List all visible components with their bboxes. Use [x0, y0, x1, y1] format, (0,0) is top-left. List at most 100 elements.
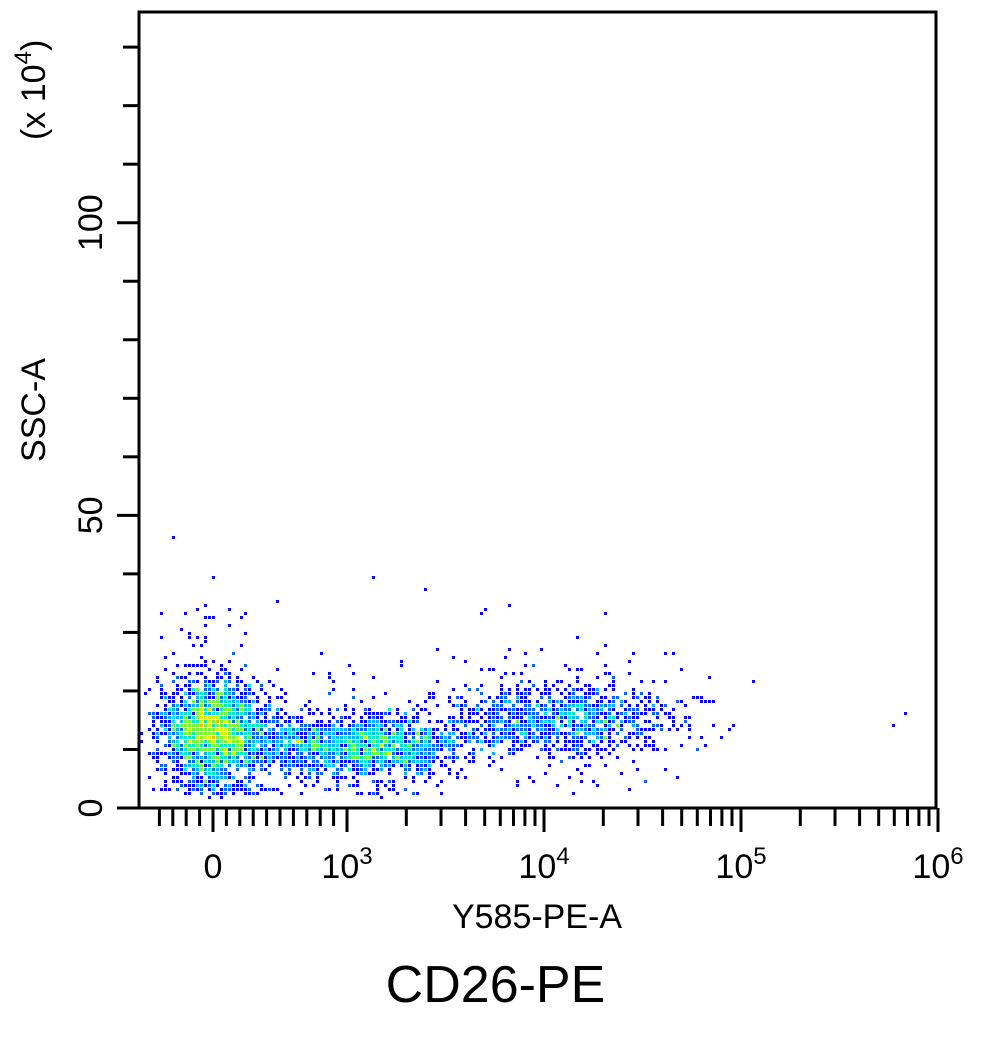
event-dot [200, 672, 203, 675]
event-dot [640, 732, 643, 735]
event-dot [680, 724, 683, 727]
event-dot [252, 732, 255, 735]
event-dot [248, 764, 251, 767]
event-dot [208, 616, 211, 619]
event-dot [392, 752, 395, 755]
event-dot [620, 772, 623, 775]
event-dot [368, 792, 371, 795]
event-dot [232, 792, 235, 795]
event-dot [592, 780, 595, 783]
event-dot [588, 696, 591, 699]
event-dot [256, 752, 259, 755]
event-dot [168, 716, 171, 719]
event-dot [508, 732, 511, 735]
event-dot [376, 744, 379, 747]
event-dot [548, 740, 551, 743]
event-dot [232, 732, 235, 735]
event-dot [644, 720, 647, 723]
event-dot [320, 724, 323, 727]
event-dot [260, 708, 263, 711]
event-dot [212, 732, 215, 735]
event-dot [420, 744, 423, 747]
event-dot [236, 724, 239, 727]
event-dot [520, 732, 523, 735]
event-dot [732, 724, 735, 727]
event-dot [640, 680, 643, 683]
event-dot [432, 752, 435, 755]
event-dot [252, 740, 255, 743]
event-dot [548, 716, 551, 719]
event-dot [504, 672, 507, 675]
event-dot [228, 776, 231, 779]
event-dot [548, 708, 551, 711]
event-dot [576, 752, 579, 755]
event-dot [416, 740, 419, 743]
event-dot [348, 724, 351, 727]
event-dot [432, 760, 435, 763]
event-dot [568, 692, 571, 695]
event-dot [348, 756, 351, 759]
event-dot [180, 696, 183, 699]
event-dot [296, 744, 299, 747]
event-dot [608, 700, 611, 703]
event-dot [244, 708, 247, 711]
event-dot [480, 748, 483, 751]
event-dot [376, 748, 379, 751]
event-dot [428, 776, 431, 779]
event-dot [608, 736, 611, 739]
event-dot [388, 772, 391, 775]
event-dot [572, 740, 575, 743]
event-dot [212, 728, 215, 731]
event-dot [316, 764, 319, 767]
event-dot [232, 728, 235, 731]
event-dot [336, 784, 339, 787]
event-dot [272, 740, 275, 743]
event-dot [240, 728, 243, 731]
event-dot [152, 720, 155, 723]
event-dot [420, 748, 423, 751]
event-dot [656, 724, 659, 727]
event-dot [376, 780, 379, 783]
event-dot [544, 728, 547, 731]
event-dot [156, 732, 159, 735]
event-dot [256, 724, 259, 727]
event-dot [372, 744, 375, 747]
event-dot [164, 752, 167, 755]
event-dot [176, 664, 179, 667]
event-dot [596, 688, 599, 691]
event-dot [460, 732, 463, 735]
event-dot [236, 676, 239, 679]
event-dot [232, 700, 235, 703]
event-dot [228, 772, 231, 775]
event-dot [468, 740, 471, 743]
event-dot [260, 756, 263, 759]
event-dot [148, 752, 151, 755]
event-dot [536, 688, 539, 691]
event-dot [508, 736, 511, 739]
event-dot [500, 716, 503, 719]
event-dot [320, 748, 323, 751]
event-dot [516, 688, 519, 691]
event-dots [140, 536, 907, 799]
event-dot [336, 720, 339, 723]
event-dot [300, 768, 303, 771]
event-dot [208, 684, 211, 687]
event-dot [176, 764, 179, 767]
event-dot [444, 756, 447, 759]
event-dot [604, 720, 607, 723]
event-dot [216, 712, 219, 715]
event-dot [304, 760, 307, 763]
event-dot [324, 752, 327, 755]
event-dot [580, 740, 583, 743]
event-dot [572, 712, 575, 715]
event-dot [380, 744, 383, 747]
event-dot [396, 748, 399, 751]
event-dot [244, 696, 247, 699]
event-dot [172, 692, 175, 695]
event-dot [208, 744, 211, 747]
event-dot [584, 752, 587, 755]
event-dot [192, 772, 195, 775]
event-dot [292, 728, 295, 731]
event-dot [260, 744, 263, 747]
event-dot [280, 732, 283, 735]
